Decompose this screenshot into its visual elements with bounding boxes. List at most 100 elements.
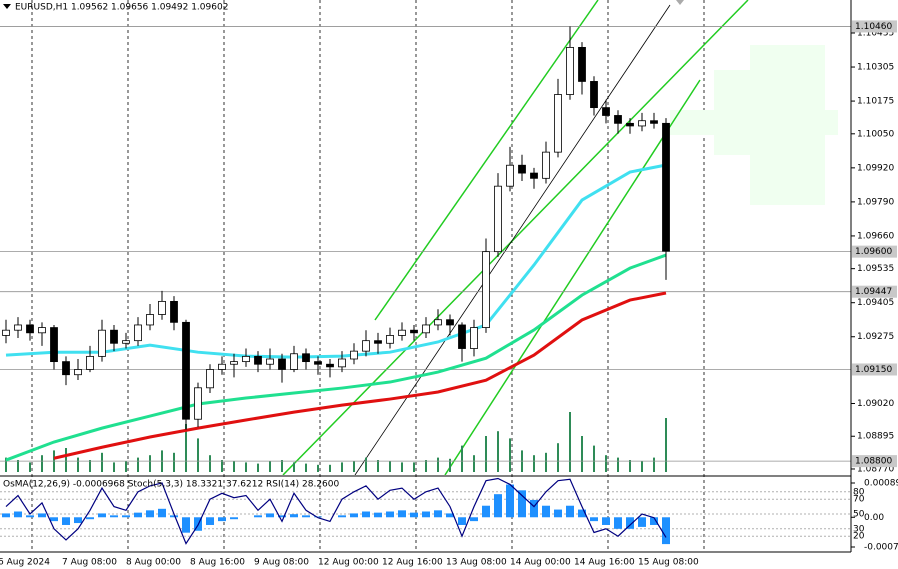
price-tick-label: 1.09790 [857, 197, 894, 207]
volume-bar [209, 455, 211, 472]
volume-bar [605, 455, 607, 472]
candle-body [218, 363, 226, 370]
candle-body [386, 335, 394, 344]
osma-bar [86, 517, 94, 520]
osma-bar [386, 511, 394, 518]
volume-bar [329, 464, 331, 472]
candle-body [326, 363, 334, 368]
volume-bar [653, 457, 655, 472]
price-tick-label: 1.09020 [857, 399, 894, 409]
osma-bar [98, 513, 106, 518]
zone-boxes [670, 45, 838, 205]
candle-body [614, 115, 622, 124]
candle-body [362, 340, 370, 352]
osma-bar [470, 517, 478, 522]
candle-body [314, 361, 322, 365]
volume-bar [89, 460, 91, 472]
candle-body [266, 358, 274, 365]
volume-bar [389, 461, 391, 472]
osma-bar [26, 515, 34, 518]
stoch-tick-label: 80 [853, 487, 865, 497]
volume-bar [65, 448, 67, 472]
price-tick-label: 1.10050 [857, 129, 894, 139]
osma-bar [506, 484, 514, 518]
volume-bar [77, 457, 79, 472]
level-label: 1.10460 [855, 22, 892, 32]
price-tick-label: 1.08895 [857, 432, 894, 442]
osma-bar [110, 515, 118, 518]
osma-bar [62, 517, 70, 525]
volume-bar [149, 455, 151, 472]
candle-body [122, 340, 130, 344]
candle-layer [2, 26, 670, 430]
osma-bar [398, 510, 406, 518]
time-label: 6 Aug 2024 [0, 558, 50, 568]
volume-bar [125, 461, 127, 472]
candle-body [638, 120, 646, 127]
osma-bar [278, 515, 286, 518]
candle-body [338, 358, 346, 368]
candle-body [302, 353, 310, 363]
candle-body [434, 319, 442, 326]
osma-bar [182, 517, 190, 533]
volume-bar [545, 452, 547, 472]
volume-layer [5, 412, 667, 472]
volume-bar [665, 418, 667, 472]
osma-tick-label: 0.00089 [864, 479, 898, 489]
volume-bar [173, 452, 175, 472]
candle-body [350, 350, 358, 360]
osma-bar [650, 517, 658, 525]
volume-bar [245, 462, 247, 472]
candle-body [86, 355, 94, 370]
indicator-title: OsMA(12,26,9) -0.0006968 Stoch(5,3,3) 18… [3, 480, 339, 490]
candle-body [254, 355, 262, 365]
candle-body [2, 329, 10, 336]
candle-body [578, 46, 586, 82]
volume-bar [485, 436, 487, 472]
osma-bar [446, 513, 454, 518]
volume-bar [293, 462, 295, 472]
volume-bar [617, 457, 619, 472]
candle-body [14, 324, 22, 331]
osma-bar [554, 509, 562, 518]
candle-body [194, 387, 202, 420]
osma-bar [662, 517, 670, 545]
osma-bar [134, 512, 142, 518]
volume-bar [533, 455, 535, 472]
volume-bar [41, 455, 43, 472]
osma-bar [254, 515, 262, 518]
level-label: 1.09150 [855, 365, 892, 375]
time-label: 12 Aug 00:00 [318, 558, 379, 568]
candle-body [470, 327, 478, 349]
candle-body [134, 324, 142, 342]
time-grid [31, 0, 705, 551]
volume-bar [233, 461, 235, 472]
volume-bar [185, 424, 187, 472]
time-label: 8 Aug 00:00 [126, 558, 181, 568]
volume-bar [401, 462, 403, 472]
volume-bar [581, 436, 583, 472]
level-label-box [852, 285, 897, 298]
volume-bar [377, 460, 379, 472]
candle-body [242, 355, 250, 363]
stoch-tick-label: 30 [853, 524, 865, 534]
level-label-box [852, 363, 897, 376]
volume-bar [281, 460, 283, 472]
osma-bar [230, 517, 238, 520]
price-tick-label: 1.10435 [857, 28, 894, 38]
osma-bar [422, 511, 430, 518]
osma-bar [290, 514, 298, 518]
price-tick-label: 1.09920 [857, 163, 894, 173]
volume-bar [569, 412, 571, 472]
candle-body [566, 46, 574, 95]
stoch-tick-label: 50 [853, 510, 865, 520]
osma-bar [494, 494, 502, 518]
osma-bar [566, 505, 574, 518]
volume-bar [113, 462, 115, 472]
osma-bar [458, 517, 466, 525]
volume-bar [269, 461, 271, 472]
level-label-box [852, 20, 897, 33]
osma-bar [590, 517, 598, 522]
candle-body [290, 353, 298, 370]
osma-bar [170, 515, 178, 518]
